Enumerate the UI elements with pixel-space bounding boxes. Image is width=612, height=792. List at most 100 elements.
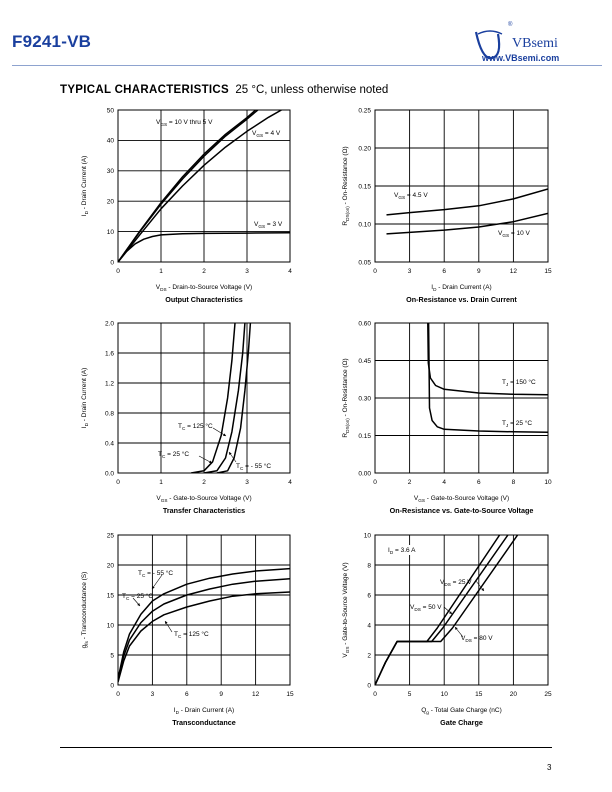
y-tick-label: 30 xyxy=(107,168,115,175)
y-tick-label: 20 xyxy=(107,199,115,206)
y-axis-label: VGS - Gate-to-Source Voltage (V) xyxy=(342,562,350,657)
chart-4: 0 2 4 6 8 10 0.00 0.15 0.30 0.45 0.60 VGS - Gate-to… xyxy=(342,320,552,515)
y-tick-label: 0.00 xyxy=(358,470,371,477)
series-label: VGS = 3 V xyxy=(254,221,283,229)
series-group xyxy=(375,535,519,685)
y-tick-label: 0.0 xyxy=(105,470,114,477)
series-label: VGS = 10 V thru 5 V xyxy=(156,119,213,127)
series-label: TC = - 55 °C xyxy=(138,569,173,578)
x-tick-label: 15 xyxy=(475,691,483,698)
x-tick-label: 9 xyxy=(219,691,223,698)
chart-5: 0 3 6 9 12 15 0 5 10 15 20 25 ID - Drain Current (A)… xyxy=(81,532,294,727)
y-tick-label: 4 xyxy=(367,622,371,629)
x-tick-label: 3 xyxy=(408,268,412,275)
y-axis-label: RDS(on) - On-Resistance (Ω) xyxy=(342,358,350,437)
series-line xyxy=(118,578,290,680)
series-line xyxy=(190,323,236,473)
y-tick-label: 6 xyxy=(367,592,371,599)
series-label: VGS = 10 V xyxy=(498,230,531,238)
section-title: TYPICAL CHARACTERISTICS xyxy=(60,84,229,96)
label-arrowhead xyxy=(223,433,226,436)
x-tick-label: 0 xyxy=(373,691,377,698)
series-line xyxy=(118,110,259,262)
series-label: TC = - 55 °C xyxy=(236,462,271,471)
y-tick-label: 10 xyxy=(364,532,372,539)
label-arrowhead xyxy=(165,621,168,624)
y-tick-label: 10 xyxy=(107,229,115,236)
y-tick-label: 10 xyxy=(107,622,115,629)
x-tick-label: 4 xyxy=(288,479,292,486)
y-axis-label: ID - Drain Current (A) xyxy=(81,368,89,428)
y-tick-label: 0 xyxy=(110,682,114,689)
annotation-label: ID = 3.6 A xyxy=(388,547,416,555)
series-line xyxy=(427,323,548,434)
chart-title: Gate Charge xyxy=(440,718,483,727)
website-link[interactable]: www.VBsemi.com xyxy=(482,53,560,63)
series-line xyxy=(118,591,290,683)
series-label: TC = 25 °C xyxy=(158,450,189,459)
y-tick-label: 0.15 xyxy=(358,433,371,440)
x-tick-label: 25 xyxy=(544,691,552,698)
x-tick-label: 2 xyxy=(202,268,206,275)
y-tick-label: 8 xyxy=(367,562,371,569)
label-arrowhead xyxy=(449,611,452,614)
annotation-background xyxy=(385,545,423,555)
x-tick-label: 0 xyxy=(373,479,377,486)
series-group xyxy=(118,567,290,683)
x-tick-label: 6 xyxy=(477,479,481,486)
brand-name: VBsemi xyxy=(512,36,558,51)
plot-frame xyxy=(374,534,549,686)
series-label: TJ = 25 °C xyxy=(502,419,532,428)
y-tick-label: 0.25 xyxy=(358,107,371,114)
series-group xyxy=(190,323,252,473)
x-tick-label: 9 xyxy=(477,268,481,275)
series-label: TC = 125 °C xyxy=(174,630,209,639)
footer-divider xyxy=(60,747,552,748)
section-subtitle: 25 °C, unless otherwise noted xyxy=(235,84,389,96)
header-divider xyxy=(12,65,602,66)
series-line xyxy=(118,110,257,262)
series-label: TJ = 150 °C xyxy=(502,378,536,387)
chart-title: On-Resistance vs. Gate-to-Source Voltage xyxy=(390,506,534,515)
y-tick-label: 20 xyxy=(107,562,115,569)
y-tick-label: 0 xyxy=(110,259,114,266)
x-tick-label: 1 xyxy=(159,479,163,486)
y-axis-label: RDS(on) - On-Resistance (Ω) xyxy=(342,146,350,225)
series-line xyxy=(118,110,282,262)
series-group xyxy=(427,323,548,434)
series-label: VGS = 4.5 V xyxy=(394,192,428,200)
page-number: 3 xyxy=(547,763,552,772)
label-arrowhead xyxy=(455,627,458,630)
x-tick-label: 2 xyxy=(202,479,206,486)
x-axis-label: VDS - Drain-to-Source Voltage (V) xyxy=(156,284,252,292)
y-tick-label: 0.20 xyxy=(358,145,371,152)
y-tick-label: 0.15 xyxy=(358,183,371,190)
x-tick-label: 3 xyxy=(245,479,249,486)
series-label: TC = 25 °C xyxy=(122,592,153,601)
series-line xyxy=(118,567,290,680)
chart-2: 0 3 6 9 12 15 0.05 0.10 0.15 0.20 0.25 ID - Drain C… xyxy=(342,107,552,304)
plot-frame xyxy=(117,534,291,686)
y-tick-label: 2.0 xyxy=(105,320,114,327)
plot-frame xyxy=(374,322,549,474)
x-tick-label: 3 xyxy=(245,268,249,275)
x-axis-label: VGS - Gate-to-Source Voltage (V) xyxy=(156,495,251,503)
series-label: VGS = 4 V xyxy=(252,130,281,138)
x-tick-label: 15 xyxy=(544,268,552,275)
label-arrowhead xyxy=(481,588,484,591)
y-tick-label: 0.60 xyxy=(358,320,371,327)
y-tick-label: 15 xyxy=(107,592,115,599)
section-heading: TYPICAL CHARACTERISTICS 25 °C, unless ot… xyxy=(60,84,388,96)
label-arrowhead xyxy=(209,460,212,464)
x-tick-label: 12 xyxy=(510,268,518,275)
x-tick-label: 0 xyxy=(116,479,120,486)
x-axis-label: Qg - Total Gate Charge (nC) xyxy=(421,707,502,715)
x-axis-label: VGS - Gate-to-Source Voltage (V) xyxy=(414,495,509,503)
label-arrowhead xyxy=(137,603,140,606)
y-tick-label: 5 xyxy=(110,652,114,659)
label-arrowhead xyxy=(229,452,232,455)
y-tick-label: 0.8 xyxy=(105,410,114,417)
x-tick-label: 2 xyxy=(408,479,412,486)
